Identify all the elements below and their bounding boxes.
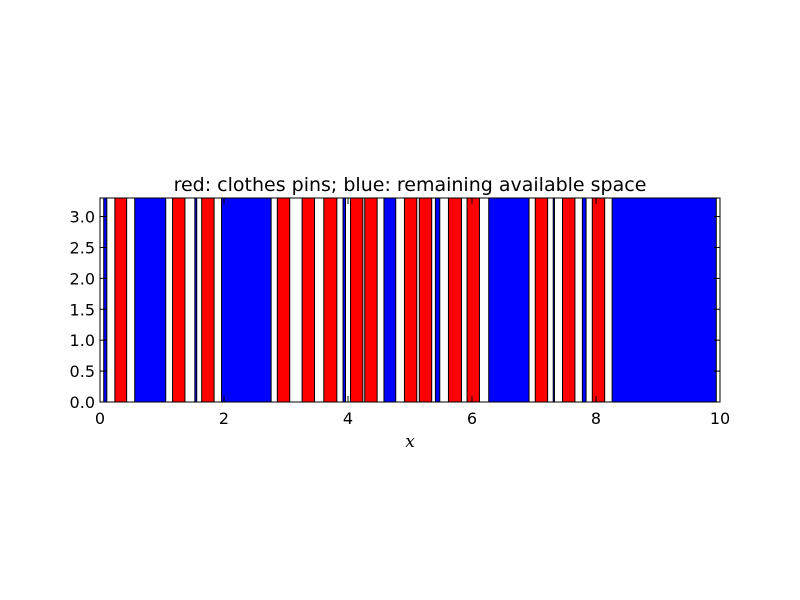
pin-bar-12 <box>534 197 549 403</box>
y-tick-label: 2.5 <box>70 238 95 257</box>
pin-bar-11 <box>466 197 480 403</box>
y-tick-label: 1.0 <box>70 331 95 350</box>
x-tick-label: 6 <box>467 409 477 428</box>
space-bar-5 <box>383 197 397 403</box>
pin-bar-2 <box>201 197 215 403</box>
pin-bar-13 <box>562 197 576 403</box>
pin-bar-9 <box>418 197 433 403</box>
space-bar-2 <box>194 197 198 403</box>
ticks-layer: 0 2 4 6 8 10 0.0 0.5 1.0 1.5 2.0 2.5 3.0 <box>70 198 730 428</box>
pin-bar-4 <box>301 197 316 403</box>
space-bar-8 <box>552 197 555 403</box>
x-axis-label: x <box>405 432 415 452</box>
pin-bar-7 <box>364 197 378 403</box>
pin-bar-14 <box>591 197 606 403</box>
space-bar-4 <box>342 197 347 403</box>
pin-bar-5 <box>323 197 338 403</box>
space-bar-1 <box>134 197 167 403</box>
chart-title: red: clothes pins; blue: remaining avail… <box>174 174 647 196</box>
space-bar-6 <box>434 197 441 403</box>
space-bar-3 <box>221 197 272 403</box>
pin-bar-6 <box>349 197 364 403</box>
x-tick-label: 2 <box>219 409 229 428</box>
x-tick-label: 8 <box>591 409 601 428</box>
pin-bar-8 <box>403 197 418 403</box>
y-tick-label: 0.0 <box>70 393 95 412</box>
pin-bar-3 <box>276 197 291 403</box>
y-tick-label: 3.0 <box>70 208 95 227</box>
bars-layer <box>103 197 717 403</box>
x-tick-label: 0 <box>95 409 105 428</box>
pin-bar-1 <box>172 197 186 403</box>
y-tick-label: 1.5 <box>70 300 95 319</box>
pin-bar-0 <box>114 197 128 403</box>
x-tick-label: 10 <box>710 409 730 428</box>
y-tick-label: 0.5 <box>70 362 95 381</box>
y-tick-label: 2.0 <box>70 269 95 288</box>
space-bar-9 <box>581 197 587 403</box>
plot-frame <box>99 197 721 403</box>
pin-bar-10 <box>447 197 462 403</box>
x-tick-label: 4 <box>343 409 353 428</box>
space-bar-10 <box>611 197 717 403</box>
space-bar-7 <box>488 197 530 403</box>
